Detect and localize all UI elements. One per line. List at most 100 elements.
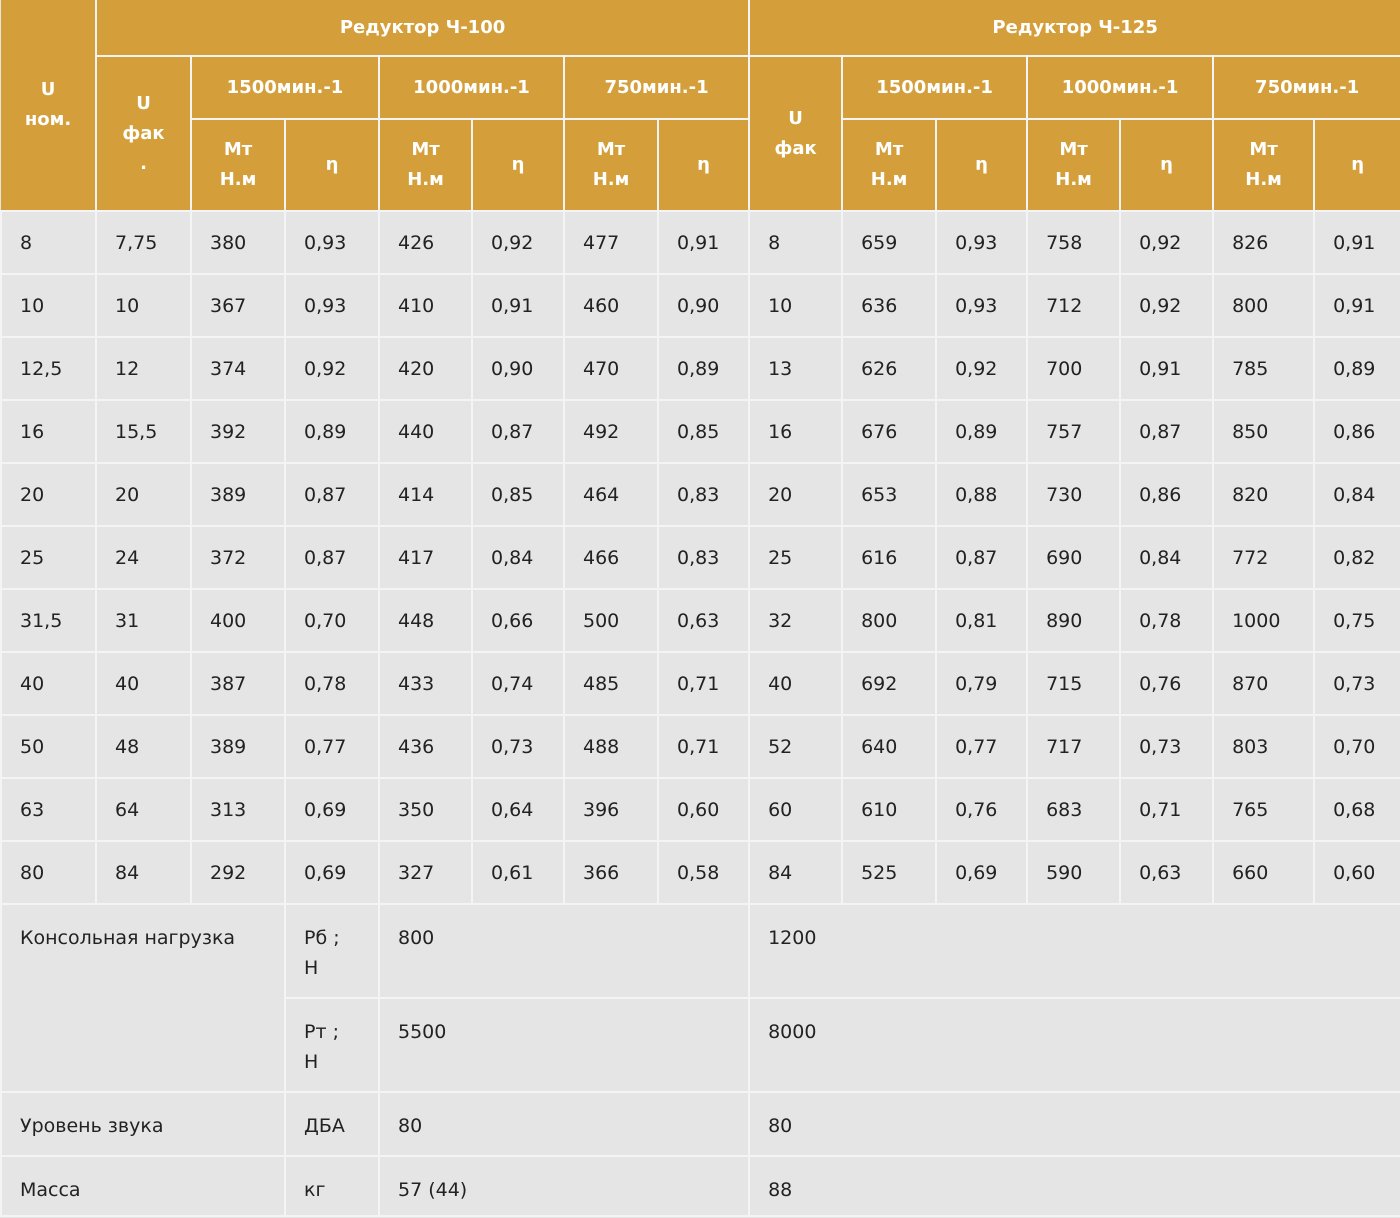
torque-header: Мт Н.м <box>1212 118 1316 212</box>
table-cell: 717 <box>1026 714 1122 779</box>
table-cell: 488 <box>563 714 659 779</box>
table-cell: 292 <box>190 840 286 905</box>
table-cell: 20 <box>95 462 192 527</box>
efficiency-header: η <box>284 118 380 212</box>
torque-header: Мт Н.м <box>841 118 938 212</box>
speed-header: 1500мин.-1 <box>841 55 1029 120</box>
efficiency-header: η <box>656 118 751 212</box>
table-cell: 0,69 <box>284 777 380 842</box>
table-cell: 464 <box>563 462 659 527</box>
table-cell: 0,79 <box>935 651 1029 716</box>
table-cell: 0,78 <box>284 651 380 716</box>
table-cell: 15,5 <box>95 399 192 464</box>
table-cell: 0,87 <box>284 462 380 527</box>
table-cell: 0,76 <box>1119 651 1215 716</box>
table-cell: 31,5 <box>0 588 97 653</box>
table-cell: 10 <box>95 273 192 338</box>
table-cell: 0,73 <box>1313 651 1400 716</box>
table-cell: 396 <box>563 777 659 842</box>
table-cell: 626 <box>841 336 938 401</box>
table-cell: 60 <box>748 777 844 842</box>
table-cell: 785 <box>1212 336 1316 401</box>
table-cell: 0,71 <box>656 651 751 716</box>
rb-ch125: 1200 <box>748 903 1400 999</box>
table-cell: 0,70 <box>284 588 380 653</box>
table-row: 31,5 31 400 0,70 448 0,66 500 0,63 32 800 0,81 890 0… <box>0 588 1400 653</box>
table-cell: 660 <box>1212 840 1316 905</box>
table-cell: 25 <box>748 525 844 590</box>
table-cell: 850 <box>1212 399 1316 464</box>
table-cell: 0,64 <box>471 777 565 842</box>
rt-unit: Рт ; Н <box>284 997 380 1093</box>
table-cell: 460 <box>563 273 659 338</box>
table-cell: 803 <box>1212 714 1316 779</box>
table-cell: 48 <box>95 714 192 779</box>
table-cell: 653 <box>841 462 938 527</box>
table-cell: 758 <box>1026 210 1122 275</box>
rb-unit: Рб ; Н <box>284 903 380 999</box>
table-cell: 0,91 <box>1119 336 1215 401</box>
table-cell: 40 <box>748 651 844 716</box>
table-cell: 0,92 <box>471 210 565 275</box>
efficiency-header: η <box>935 118 1029 212</box>
table-cell: 765 <box>1212 777 1316 842</box>
table-cell: 0,63 <box>656 588 751 653</box>
table-row: 10 10 367 0,93 410 0,91 460 0,90 10 636 0,93 712 0,9… <box>0 273 1400 338</box>
table-cell: 16 <box>748 399 844 464</box>
speed-header: 1500мин.-1 <box>190 55 380 120</box>
sound-ch125: 80 <box>748 1091 1400 1157</box>
table-cell: 10 <box>0 273 97 338</box>
table-cell: 0,71 <box>1119 777 1215 842</box>
table-cell: 52 <box>748 714 844 779</box>
table-cell: 616 <box>841 525 938 590</box>
table-cell: 40 <box>0 651 97 716</box>
u-fak-header: U фак . <box>96 55 192 212</box>
table-cell: 20 <box>0 462 97 527</box>
table-cell: 800 <box>841 588 938 653</box>
table-cell: 12 <box>95 336 192 401</box>
table-cell: 84 <box>748 840 844 905</box>
table-cell: 0,91 <box>1313 273 1400 338</box>
table-cell: 50 <box>0 714 97 779</box>
table-cell: 712 <box>1026 273 1122 338</box>
efficiency-header: η <box>1119 118 1215 212</box>
table-cell: 470 <box>563 336 659 401</box>
table-cell: 0,90 <box>471 336 565 401</box>
table-cell: 466 <box>563 525 659 590</box>
table-cell: 7,75 <box>95 210 192 275</box>
table-cell: 0,88 <box>935 462 1029 527</box>
table-cell: 313 <box>190 777 286 842</box>
table-cell: 870 <box>1212 651 1316 716</box>
table-cell: 0,73 <box>1119 714 1215 779</box>
table-cell: 0,84 <box>1119 525 1215 590</box>
table-cell: 590 <box>1026 840 1122 905</box>
table-cell: 0,75 <box>1313 588 1400 653</box>
torque-header: Мт Н.м <box>378 118 473 212</box>
table-cell: 392 <box>190 399 286 464</box>
table-cell: 367 <box>190 273 286 338</box>
table-cell: 0,87 <box>471 399 565 464</box>
u-fak-header: U фак <box>748 55 844 212</box>
table-cell: 640 <box>841 714 938 779</box>
table-cell: 40 <box>95 651 192 716</box>
rb-ch100: 800 <box>377 903 751 999</box>
sound-unit: ДБА <box>284 1091 380 1157</box>
table-cell: 820 <box>1212 462 1316 527</box>
table-cell: 0,90 <box>656 273 751 338</box>
table-row: 40 40 387 0,78 433 0,74 485 0,71 40 692 0,79 715 0,7… <box>0 651 1400 716</box>
table-cell: 0,92 <box>935 336 1029 401</box>
table-cell: 0,92 <box>1119 210 1215 275</box>
table-cell: 12,5 <box>0 336 97 401</box>
table-cell: 772 <box>1212 525 1316 590</box>
table-cell: 0,73 <box>471 714 565 779</box>
table-cell: 0,92 <box>1119 273 1215 338</box>
group-ch100-header: Редуктор Ч-100 <box>94 0 751 57</box>
table-cell: 0,71 <box>656 714 751 779</box>
torque-header: Мт Н.м <box>1026 118 1122 212</box>
table-cell: 683 <box>1026 777 1122 842</box>
table-cell: 32 <box>748 588 844 653</box>
table-cell: 0,58 <box>656 840 751 905</box>
table-cell: 0,83 <box>656 462 751 527</box>
efficiency-header: η <box>1313 118 1400 212</box>
